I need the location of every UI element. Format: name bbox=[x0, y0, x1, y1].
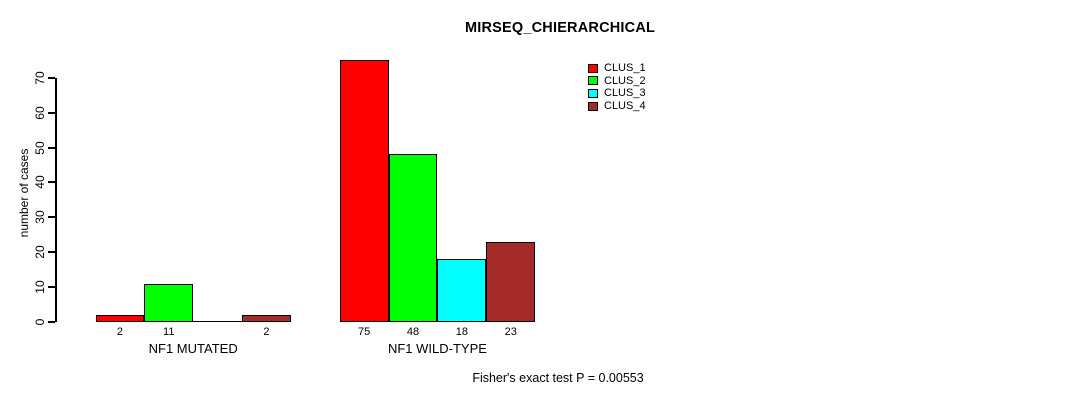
y-tick-label: 50 bbox=[33, 140, 47, 155]
y-tick-label: 30 bbox=[33, 210, 47, 224]
bar-value-label: 75 bbox=[358, 326, 371, 338]
y-tick bbox=[48, 321, 55, 323]
bar-clus_1-nf1-mutated bbox=[95, 315, 145, 322]
legend-swatch-icon bbox=[588, 63, 598, 73]
x-category-label: NF1 MUTATED bbox=[148, 341, 238, 356]
legend-swatch-icon bbox=[588, 88, 598, 98]
bar-clus_3-nf1-wild-type bbox=[437, 259, 487, 322]
y-tick-label: 70 bbox=[33, 71, 47, 85]
legend: CLUS_1 CLUS_2 CLUS_3 CLUS_4 bbox=[588, 62, 646, 112]
bar-clus_1-nf1-wild-type bbox=[339, 60, 389, 322]
y-tick bbox=[48, 251, 55, 254]
bar-clus_4-nf1-mutated bbox=[242, 315, 291, 322]
legend-label: CLUS_3 bbox=[604, 87, 646, 100]
annotation-text: Fisher's exact test P = 0.00553 bbox=[472, 371, 644, 385]
legend-swatch-icon bbox=[588, 76, 598, 86]
bar-clus_2-nf1-mutated bbox=[144, 283, 194, 322]
y-axis-line bbox=[55, 77, 57, 322]
chart-title: MIRSEQ_CHIERARCHICAL bbox=[464, 20, 656, 36]
legend-swatch-icon bbox=[588, 101, 598, 111]
y-tick bbox=[48, 216, 55, 219]
y-tick-label: 10 bbox=[33, 280, 47, 294]
legend-row-clus_1: CLUS_1 bbox=[588, 62, 646, 75]
bar-value-label: 48 bbox=[406, 326, 420, 338]
legend-label: CLUS_4 bbox=[604, 100, 646, 113]
legend-row-clus_2: CLUS_2 bbox=[588, 75, 646, 88]
y-tick-label: 60 bbox=[33, 105, 47, 120]
bar-value-label: 18 bbox=[455, 326, 468, 338]
legend-row-clus_4: CLUS_4 bbox=[588, 100, 646, 113]
y-tick-label: 40 bbox=[33, 175, 47, 190]
y-tick bbox=[48, 181, 55, 184]
legend-label: CLUS_2 bbox=[604, 74, 646, 87]
bar-clus_2-nf1-wild-type bbox=[388, 154, 438, 322]
x-category-label: NF1 WILD-TYPE bbox=[387, 341, 487, 356]
bar-value-label: 2 bbox=[116, 326, 123, 338]
y-axis-title: number of cases bbox=[17, 148, 31, 238]
bar-value-label: 2 bbox=[263, 326, 270, 338]
bar-zero-clus_3 bbox=[193, 320, 243, 322]
y-tick-label: 0 bbox=[33, 318, 47, 326]
y-tick bbox=[48, 111, 55, 114]
y-tick bbox=[48, 286, 55, 289]
legend-label: CLUS_1 bbox=[604, 62, 646, 75]
bar-value-label: 11 bbox=[163, 326, 175, 338]
bar-value-label: 23 bbox=[504, 326, 517, 338]
y-tick-label: 20 bbox=[33, 245, 47, 259]
bar-clus_4-nf1-wild-type bbox=[486, 241, 536, 322]
y-tick bbox=[48, 76, 55, 79]
legend-row-clus_3: CLUS_3 bbox=[588, 87, 646, 100]
y-tick bbox=[48, 146, 55, 149]
